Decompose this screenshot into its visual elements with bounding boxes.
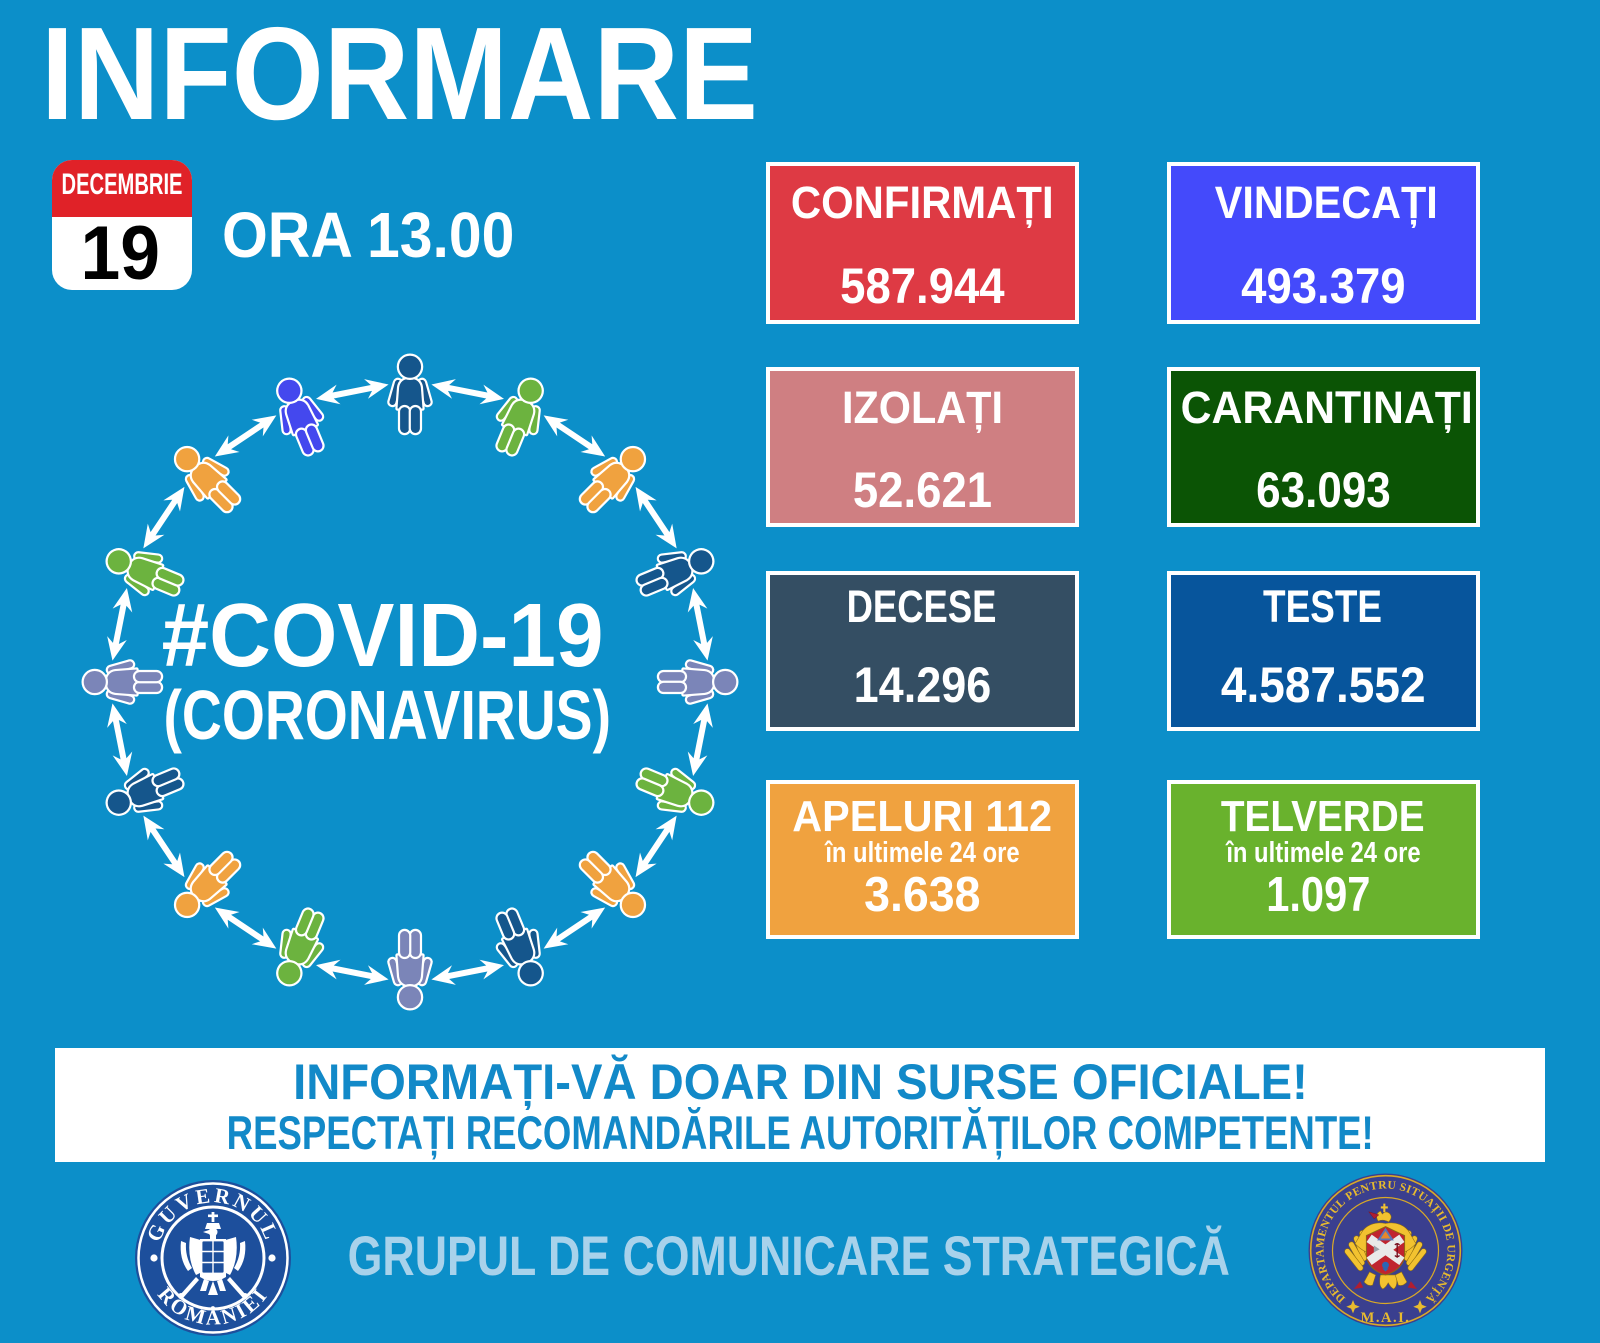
svg-text:M.A.I.: M.A.I. xyxy=(1361,1310,1411,1326)
